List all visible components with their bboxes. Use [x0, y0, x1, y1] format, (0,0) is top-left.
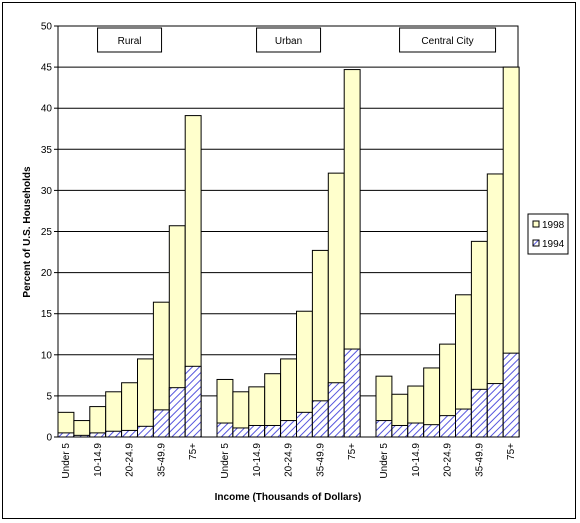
y-tick-label: 40 — [41, 104, 53, 115]
x-tick-label: 35-49.9 — [474, 443, 485, 477]
bar-1994 — [327, 382, 345, 438]
bar-1994 — [280, 420, 298, 438]
bar-1994 — [232, 427, 250, 438]
x-tick-label: 35-49.9 — [315, 443, 326, 477]
y-tick-label: 50 — [41, 22, 53, 33]
group-label: Rural — [118, 36, 142, 47]
x-tick-label: 10-14.9 — [411, 443, 422, 477]
legend-swatch-1998 — [532, 220, 540, 228]
axes: 0 5 10 15 20 25 30 35 40 45 50 Under 5 10-14.9 20-24.… — [41, 22, 518, 479]
x-tick-label: 75+ — [506, 443, 517, 460]
bar-1994 — [105, 430, 123, 438]
legend-swatch-1994 — [532, 239, 540, 247]
bar-1994 — [423, 424, 441, 438]
x-tick-label: 10-14.9 — [252, 443, 263, 477]
bar-1994 — [264, 424, 282, 438]
y-tick-label: 45 — [41, 63, 53, 74]
bar-1998 — [73, 420, 91, 438]
bar-1998 — [121, 382, 138, 438]
bar-1994 — [296, 411, 313, 438]
labels: Percent of U.S. Households Income (Thous… — [22, 27, 497, 503]
group-label: Central City — [421, 36, 473, 47]
y-axis-label: Percent of U.S. Households — [22, 166, 33, 298]
x-tick-label: Under 5 — [220, 443, 231, 479]
x-tick-label: 35-49.9 — [156, 443, 167, 477]
x-tick-label: Under 5 — [379, 443, 390, 479]
x-axis-label: Income (Thousands of Dollars) — [215, 492, 362, 503]
y-tick-label: 5 — [46, 391, 52, 402]
bar-1994 — [502, 352, 520, 438]
bar-1994 — [455, 408, 472, 438]
y-tick-label: 0 — [46, 433, 52, 444]
x-tick-label: Under 5 — [61, 443, 72, 479]
x-tick-label: 75+ — [347, 443, 358, 460]
x-tick-label: 10-14.9 — [93, 443, 104, 477]
bar-1994 — [311, 400, 329, 438]
legend: 1998 1994 — [527, 213, 569, 255]
bar-1994 — [216, 422, 234, 438]
x-tick-label: 20-24.9 — [284, 443, 295, 477]
bar-1994 — [152, 409, 170, 438]
y-tick-label: 15 — [41, 309, 53, 320]
legend-label-1994: 1994 — [542, 239, 565, 250]
y-tick-label: 10 — [41, 350, 53, 361]
bar-1994 — [137, 425, 154, 438]
bar-1998 — [105, 391, 123, 438]
bar-1994 — [470, 388, 488, 438]
bar-1994 — [89, 432, 107, 438]
y-tick-label: 30 — [41, 186, 53, 197]
group-label: Urban — [275, 36, 302, 47]
bar-1994 — [407, 422, 425, 438]
bar-1994 — [248, 424, 266, 438]
group-label-box — [399, 27, 497, 53]
bar-1994 — [391, 424, 409, 438]
group-label-box — [256, 27, 322, 53]
bar-1998 — [137, 358, 154, 438]
y-tick-label: 20 — [41, 268, 53, 279]
x-tick-label: 20-24.9 — [443, 443, 454, 477]
x-tick-label: 75+ — [188, 443, 199, 460]
bar-1994 — [375, 420, 393, 438]
bar-1994 — [168, 387, 186, 438]
bar-1994 — [439, 415, 457, 438]
bar-1994 — [184, 365, 202, 438]
bar-1994 — [57, 432, 75, 438]
group-label-box — [97, 27, 163, 53]
bar-1994 — [486, 383, 504, 438]
y-tick-label: 35 — [41, 145, 53, 156]
bar-1994 — [343, 348, 361, 438]
y-tick-label: 25 — [41, 227, 53, 238]
legend-label-1998: 1998 — [542, 220, 565, 231]
bars — [57, 66, 520, 438]
bar-1994 — [121, 429, 138, 438]
x-tick-label: 20-24.9 — [125, 443, 136, 477]
